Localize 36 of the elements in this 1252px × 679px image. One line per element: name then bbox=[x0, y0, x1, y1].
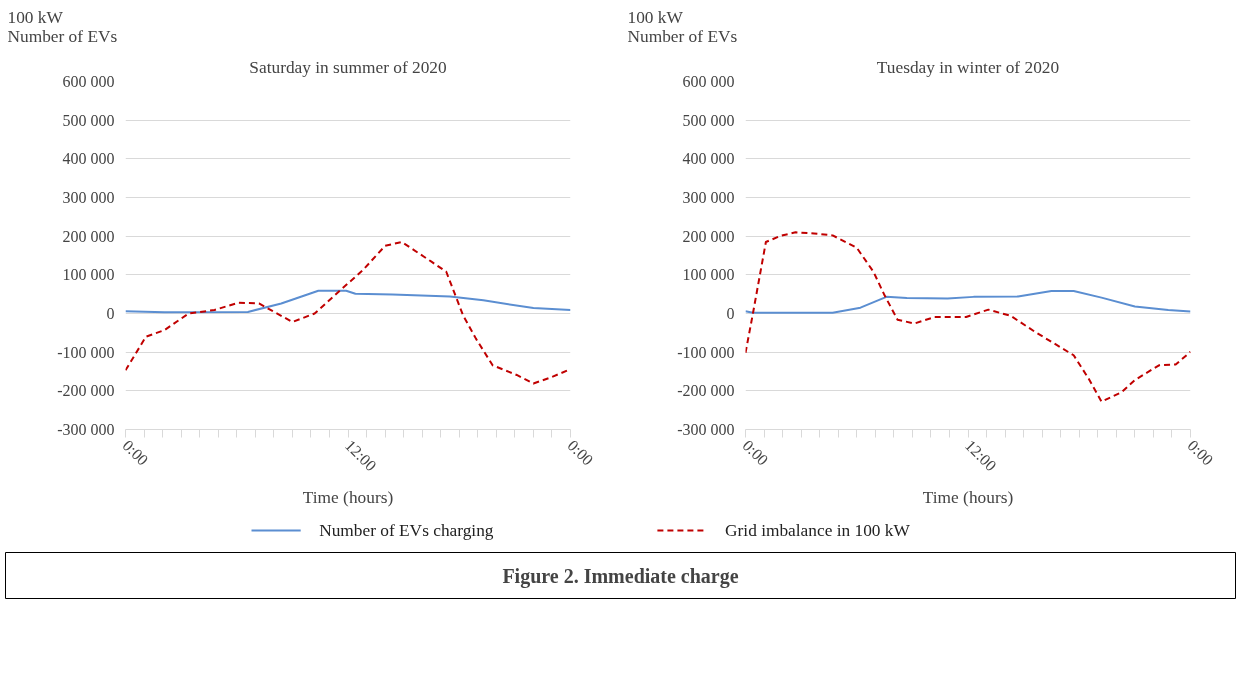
y-tick-label: 400 000 bbox=[682, 150, 735, 168]
line-series bbox=[125, 289, 571, 314]
y-tick-label: -100 000 bbox=[57, 343, 115, 361]
y-tick-label: 0 bbox=[726, 305, 735, 322]
y-axis-title: 100 kW Number of EVs bbox=[627, 7, 738, 46]
caption: Figure 2. Immediate charge bbox=[502, 564, 739, 588]
x-tick-label: 0:00 bbox=[739, 436, 772, 469]
chart-title: Saturday in summer of 2020 bbox=[249, 57, 447, 77]
y-tick-label: 200 000 bbox=[682, 227, 735, 245]
line-series bbox=[745, 231, 1191, 403]
line-series bbox=[745, 290, 1191, 314]
x-axis-title: Time (hours) bbox=[922, 488, 1014, 508]
y-tick-label: 500 000 bbox=[682, 111, 735, 129]
chart-title: Tuesday in winter of 2020 bbox=[876, 57, 1060, 77]
y-tick-label: 100 000 bbox=[62, 266, 115, 284]
y-tick-label: -100 000 bbox=[677, 343, 735, 361]
x-tick-label: 0:00 bbox=[1184, 436, 1217, 469]
y-tick-label: 400 000 bbox=[62, 150, 115, 168]
y-tick-label: -300 000 bbox=[57, 421, 115, 438]
y-tick-label: -300 000 bbox=[677, 421, 735, 438]
y-tick-label: 100 000 bbox=[682, 266, 735, 284]
y-tick-label: 600 000 bbox=[682, 73, 735, 90]
y-tick-label: 300 000 bbox=[62, 189, 115, 206]
y-axis-title: 100 kW Number of EVs bbox=[7, 7, 118, 46]
x-tick-label: 0:00 bbox=[564, 436, 597, 469]
y-tick-label: 500 000 bbox=[62, 111, 115, 129]
y-tick-label: -200 000 bbox=[677, 382, 735, 400]
legend-label: Number of EVs charging bbox=[319, 521, 494, 540]
legend-label: Grid imbalance in 100 kW bbox=[725, 521, 911, 540]
y-tick-label: 0 bbox=[106, 305, 115, 322]
x-tick-label: 0:00 bbox=[119, 436, 152, 469]
y-tick-label: 600 000 bbox=[62, 73, 115, 90]
y-tick-label: 300 000 bbox=[682, 189, 735, 206]
y-tick-label: 200 000 bbox=[62, 227, 115, 245]
y-tick-label: -200 000 bbox=[57, 382, 115, 400]
x-axis-title: Time (hours) bbox=[302, 488, 394, 508]
